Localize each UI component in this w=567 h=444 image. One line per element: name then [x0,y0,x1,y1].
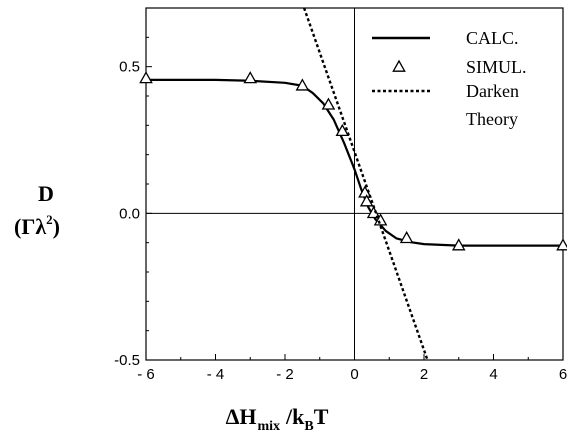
reference-lines [146,8,563,360]
y-tick-label: 0.5 [119,59,140,76]
legend-simul-swatch [392,59,406,72]
legend: CALC. SIMUL. Darken Theory [372,28,527,129]
y-tick-label: 0.0 [119,205,140,222]
tick-labels: - 6 - 4 - 2 0 2 4 6 -0.5 0.0 0.5 [114,59,567,383]
legend-label: Theory [466,109,518,129]
simul-marker [556,238,567,251]
x-tick-label: 4 [489,366,497,383]
simul-marker [295,78,310,91]
legend-label: CALC. [466,28,519,48]
y-tick-label: -0.5 [114,352,140,369]
x-axis-label: ΔHmix/kBT [226,404,329,434]
simul-marker [373,213,388,226]
simul-marker [359,194,374,207]
y-axis-label: D (Γλ2) [14,181,60,239]
simul-marker [451,238,466,251]
x-tick-label: 2 [420,366,428,383]
legend-label: Darken [466,81,519,101]
x-tick-label: - 2 [276,366,294,383]
x-tick-label: 0 [350,366,358,383]
calc-curve [146,78,563,247]
simul-marker [335,123,350,137]
simul-marker [243,71,258,84]
darken-theory-line [302,7,429,361]
series-group [139,7,567,361]
simul-marker [321,97,336,110]
y-axis-label-line1: D [38,181,54,206]
x-axis-label-text: ΔHmix/kBT [226,404,329,434]
y-axis-label-line2: (Γλ2) [14,212,60,239]
x-tick-label: - 6 [137,366,155,383]
simul-marker [399,230,414,244]
legend-label: SIMUL. [466,57,527,77]
simul-marker [139,71,153,84]
x-tick-label: - 4 [207,366,225,383]
x-tick-label: 6 [559,366,567,383]
